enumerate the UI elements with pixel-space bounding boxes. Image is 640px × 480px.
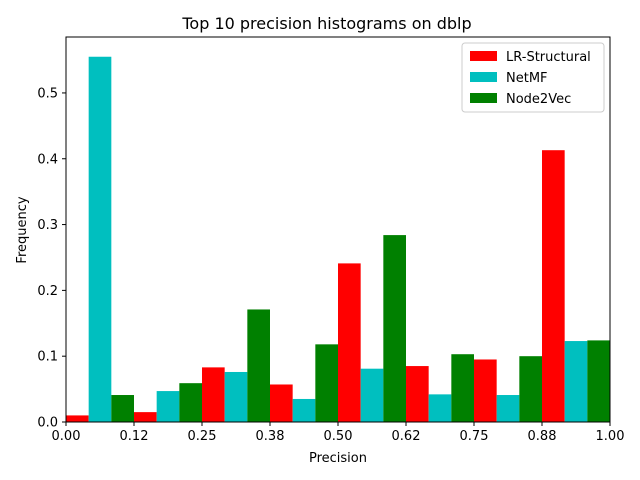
legend: LR-Structural NetMF Node2Vec [461, 42, 605, 113]
legend-swatch [470, 93, 497, 103]
bar-2-2 [247, 309, 270, 422]
x-tick-label: 0.75 [460, 429, 489, 444]
x-tick-label: 1.00 [596, 429, 625, 444]
bar-1-0 [88, 56, 112, 422]
bar-1-1 [156, 391, 180, 422]
bar-2-0 [111, 395, 134, 422]
bar-2-4 [383, 235, 406, 422]
bar-1-4 [360, 368, 384, 422]
x-tick-label: 0.62 [392, 429, 421, 444]
y-axis: 0.0 0.1 0.2 0.3 0.4 0.5 [37, 86, 66, 431]
bar-1-6 [496, 395, 520, 422]
bar-2-5 [451, 354, 474, 422]
x-tick-label: 0.50 [324, 429, 353, 444]
y-tick-label: 0.5 [37, 86, 58, 101]
bar-2-3 [315, 344, 338, 422]
bar-2-7 [587, 340, 610, 422]
y-tick-label: 0.1 [37, 350, 58, 365]
bars-group [66, 56, 610, 422]
y-tick-label: 0.2 [37, 284, 58, 299]
chart-title: Top 10 precision histograms on dblp [181, 14, 471, 33]
bar-0-6 [474, 359, 497, 422]
x-axis: 0.00 0.12 0.25 0.38 0.50 0.62 0.75 0.88 1.00 [52, 422, 625, 444]
x-tick-label: 0.25 [188, 429, 217, 444]
bar-2-6 [519, 356, 542, 422]
bar-0-3 [270, 384, 293, 422]
legend-label: Node2Vec [506, 92, 571, 107]
y-tick-label: 0.0 [37, 416, 58, 431]
legend-label: LR-Structural [506, 50, 591, 65]
legend-box [461, 42, 605, 113]
bar-1-3 [292, 398, 316, 422]
y-axis-label: Frequency [15, 196, 30, 263]
bar-0-5 [406, 366, 429, 422]
bar-0-4 [338, 263, 361, 422]
bar-1-5 [428, 394, 452, 422]
bar-1-2 [224, 371, 248, 422]
bar-1-7 [564, 341, 588, 422]
bar-0-2 [202, 367, 225, 422]
x-tick-label: 0.38 [256, 429, 285, 444]
y-tick-label: 0.3 [37, 218, 58, 233]
bar-0-7 [542, 150, 565, 422]
x-tick-label: 0.12 [120, 429, 149, 444]
legend-swatch [470, 51, 497, 61]
legend-swatch [470, 72, 497, 82]
x-tick-label: 0.00 [52, 429, 81, 444]
x-axis-label: Precision [309, 451, 367, 466]
bar-2-1 [179, 383, 202, 422]
bar-0-1 [134, 412, 157, 422]
x-tick-label: 0.88 [528, 429, 557, 444]
bar-0-0 [66, 415, 89, 422]
y-tick-label: 0.4 [37, 152, 58, 167]
legend-label: NetMF [506, 71, 548, 86]
